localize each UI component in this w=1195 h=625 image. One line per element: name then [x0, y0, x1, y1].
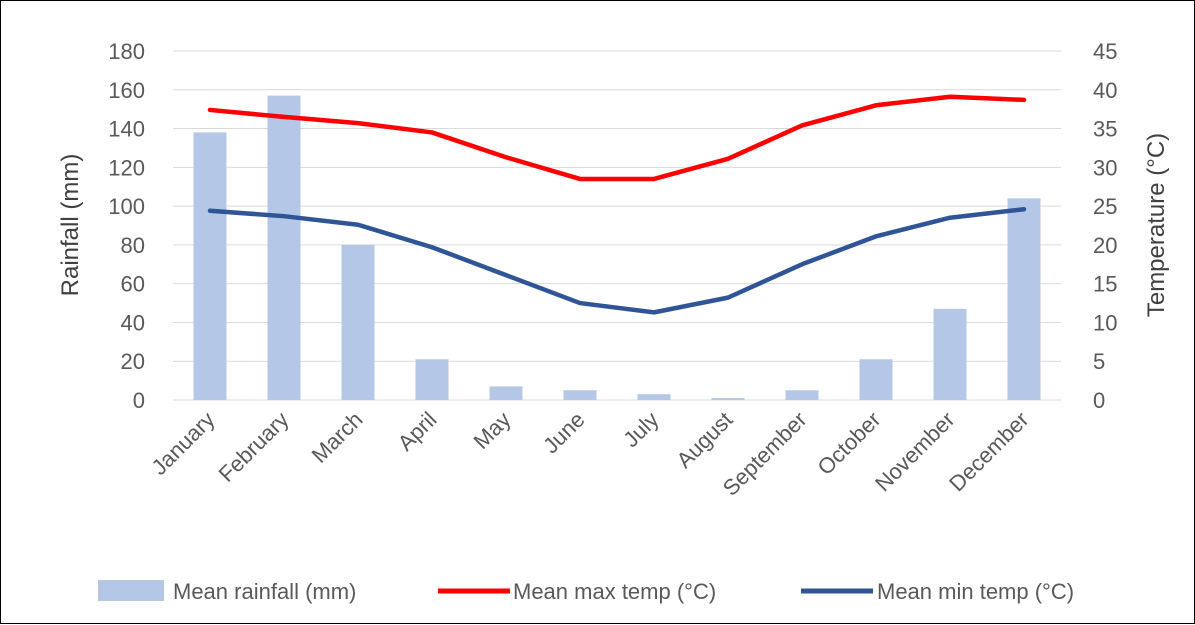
- category-label: July: [618, 407, 663, 452]
- series-line-2: [207, 206, 1027, 315]
- temperature-lines: [207, 94, 1027, 315]
- legend-swatch: [98, 580, 164, 601]
- legend-label: Mean min temp (°C): [877, 579, 1074, 604]
- left-tick-label: 160: [108, 78, 145, 103]
- legend-label: Mean rainfall (mm): [173, 579, 356, 604]
- right-axis-ticks: 0 5 10 15 20 25 30 35 40 45: [1093, 39, 1117, 413]
- right-tick-label: 10: [1093, 310, 1117, 335]
- rainfall-bar: [711, 398, 745, 400]
- right-tick-label: 5: [1093, 349, 1105, 374]
- category-label: May: [468, 407, 515, 454]
- right-tick-label: 0: [1093, 388, 1105, 413]
- rainfall-bar: [415, 359, 449, 400]
- category-label: December: [944, 407, 1033, 496]
- left-axis-ticks: 0 20 40 60 80 100 120 140 160 180: [108, 39, 145, 413]
- right-tick-label: 20: [1093, 233, 1117, 258]
- category-label: October: [813, 407, 886, 480]
- right-tick-label: 40: [1093, 78, 1117, 103]
- left-tick-label: 0: [133, 388, 145, 413]
- left-tick-label: 20: [121, 349, 145, 374]
- right-axis-title: Temperature (°C): [1143, 133, 1170, 317]
- rainfall-bar: [489, 386, 523, 400]
- left-axis-title: Rainfall (mm): [57, 154, 84, 297]
- rainfall-bar: [341, 244, 375, 400]
- legend-label: Mean max temp (°C): [513, 579, 716, 604]
- category-label: March: [307, 407, 368, 468]
- category-label: February: [214, 407, 294, 487]
- right-tick-label: 15: [1093, 272, 1117, 297]
- rainfall-bar: [637, 394, 671, 400]
- right-tick-label: 30: [1093, 155, 1117, 180]
- rainfall-bar: [785, 390, 819, 400]
- rainfall-bar: [933, 308, 967, 400]
- category-label: June: [538, 407, 589, 458]
- left-tick-label: 180: [108, 39, 145, 64]
- left-tick-label: 40: [121, 310, 145, 335]
- rainfall-bar: [563, 390, 597, 400]
- right-tick-label: 45: [1093, 39, 1117, 64]
- gridlines: [173, 50, 1061, 401]
- right-tick-label: 25: [1093, 194, 1117, 219]
- series-line-1: [207, 94, 1027, 182]
- rainfall-bar: [193, 132, 227, 400]
- rainfall-bar: [267, 95, 301, 400]
- category-label: April: [393, 407, 442, 456]
- left-tick-label: 100: [108, 194, 145, 219]
- rainfall-bars: [193, 95, 1041, 400]
- left-tick-label: 140: [108, 117, 145, 142]
- category-label: November: [870, 407, 959, 496]
- left-tick-label: 80: [121, 233, 145, 258]
- left-tick-label: 60: [121, 272, 145, 297]
- rainfall-bar: [859, 359, 893, 400]
- right-tick-label: 35: [1093, 117, 1117, 142]
- category-label: January: [147, 407, 220, 480]
- legend: Mean rainfall (mm) Mean max temp (°C) Mean…: [98, 579, 1074, 604]
- category-label: August: [671, 407, 737, 473]
- left-tick-label: 120: [108, 155, 145, 180]
- rainfall-bar: [1007, 198, 1041, 400]
